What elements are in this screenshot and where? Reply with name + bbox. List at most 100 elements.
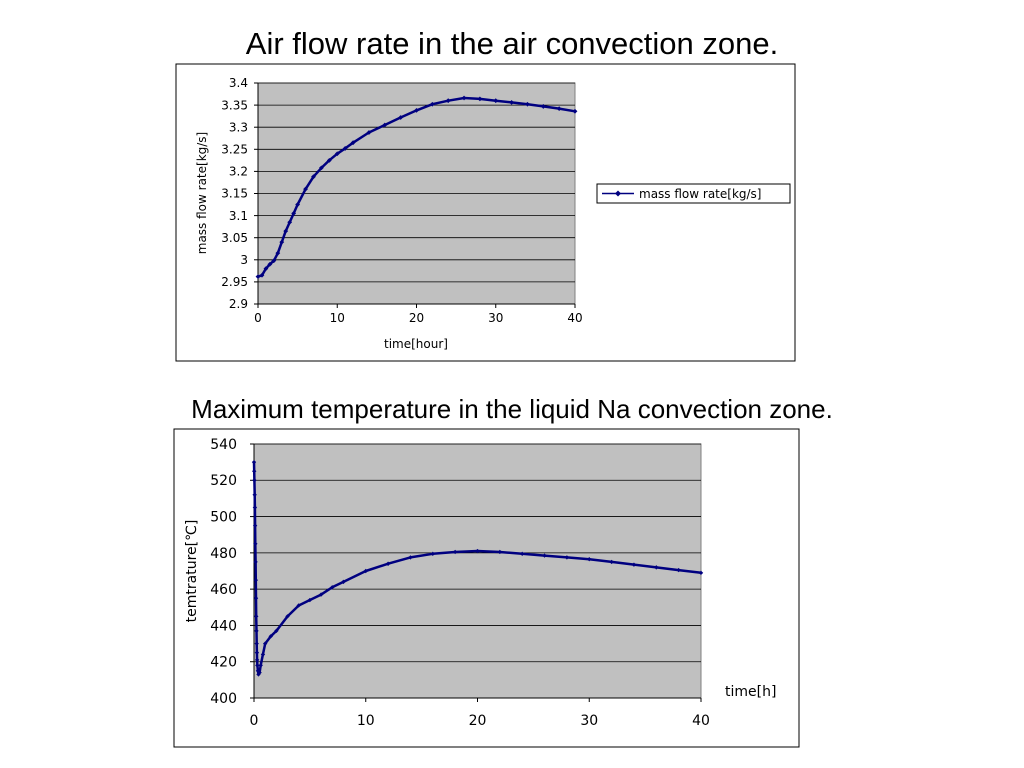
c2-data-point bbox=[254, 650, 260, 655]
c2-x-axis-label: time[h] bbox=[725, 684, 776, 700]
c1-data-point bbox=[326, 157, 332, 163]
c2-data-point bbox=[254, 641, 259, 646]
c1-data-point bbox=[398, 115, 404, 120]
c1-y-tick-label: 3.35 bbox=[221, 98, 248, 112]
c2-data-point bbox=[253, 596, 259, 601]
c2-data-point bbox=[268, 634, 273, 639]
chart-title-max-temperature: Maximum temperature in the liquid Na con… bbox=[191, 394, 833, 424]
c2-y-tick-label: 460 bbox=[210, 582, 237, 598]
c2-data-point bbox=[252, 469, 257, 474]
c2-data-point bbox=[408, 555, 413, 560]
c2-y-tick-label: 420 bbox=[210, 655, 237, 671]
c2-data-point bbox=[341, 579, 346, 585]
c2-data-point bbox=[255, 663, 260, 668]
c2-data-point bbox=[698, 570, 704, 576]
c1-data-point bbox=[461, 95, 467, 101]
c2-y-tick-label: 500 bbox=[210, 509, 237, 525]
c2-y-axis-label: temtrature[℃] bbox=[184, 520, 200, 623]
c2-data-point bbox=[254, 628, 259, 634]
chart-title-air-flow: Air flow rate in the air convection zone… bbox=[245, 26, 779, 61]
c1-x-tick-label: 0 bbox=[254, 311, 262, 325]
c1-data-point bbox=[445, 98, 451, 104]
c1-data-point bbox=[311, 174, 316, 180]
c1-y-tick-label: 3.2 bbox=[229, 165, 248, 179]
c1-data-point bbox=[291, 210, 297, 216]
c2-data-point bbox=[258, 663, 263, 668]
c2-data-point bbox=[452, 549, 458, 555]
c2-x-tick-label: 10 bbox=[357, 713, 375, 729]
c1-data-point bbox=[572, 108, 578, 114]
c1-legend-label: mass flow rate[kg/s] bbox=[639, 187, 762, 201]
c1-series-line bbox=[257, 96, 576, 278]
c1-y-axis-label: mass flow rate[kg/s] bbox=[195, 132, 209, 255]
c2-data-point bbox=[252, 492, 257, 497]
c2-data-point bbox=[475, 548, 480, 554]
c1-data-point bbox=[382, 122, 388, 128]
c2-y-tick-label: 520 bbox=[210, 473, 237, 489]
c1-x-tick-label: 30 bbox=[488, 311, 503, 325]
c1-data-point bbox=[271, 258, 277, 264]
c2-data-point bbox=[253, 559, 258, 565]
c2-data-point bbox=[385, 561, 391, 566]
c1-data-point bbox=[275, 250, 281, 256]
c2-data-point bbox=[676, 567, 681, 573]
c2-data-point bbox=[254, 657, 260, 663]
c1-data-point bbox=[556, 106, 562, 112]
c1-data-point bbox=[287, 219, 293, 225]
c1-data-point bbox=[350, 140, 356, 146]
c2-data-point bbox=[254, 614, 259, 619]
c2-data-point bbox=[542, 553, 547, 558]
c2-y-tick-label: 440 bbox=[210, 618, 237, 634]
c1-data-point bbox=[493, 98, 499, 104]
c2-data-point bbox=[330, 585, 335, 590]
c1-data-point bbox=[342, 146, 348, 151]
c1-data-point bbox=[525, 101, 530, 107]
c2-data-point bbox=[631, 562, 637, 567]
c2-data-point bbox=[587, 557, 592, 562]
c1-y-tick-label: 3.15 bbox=[221, 187, 248, 201]
c1-y-tick-label: 3.3 bbox=[229, 120, 248, 134]
c2-data-point bbox=[307, 597, 313, 603]
c1-data-point bbox=[263, 266, 269, 272]
c1-data-point bbox=[334, 151, 340, 157]
c1-data-point bbox=[279, 239, 285, 245]
c1-data-point bbox=[414, 108, 419, 113]
c1-data-point bbox=[477, 96, 483, 102]
c1-data-point bbox=[255, 274, 261, 279]
c2-x-tick-label: 30 bbox=[580, 713, 598, 729]
c2-data-point bbox=[257, 670, 262, 675]
c2-data-point bbox=[318, 592, 324, 597]
c1-data-point bbox=[303, 186, 308, 192]
c2-data-point bbox=[564, 555, 570, 560]
c1-y-tick-label: 2.9 bbox=[229, 297, 248, 311]
c2-data-point bbox=[497, 549, 503, 555]
c1-y-tick-label: 2.95 bbox=[221, 275, 248, 289]
c1-data-point bbox=[429, 101, 435, 107]
c2-data-point bbox=[252, 478, 257, 483]
c2-data-point bbox=[654, 565, 659, 570]
c2-x-tick-label: 40 bbox=[692, 713, 710, 729]
c1-x-tick-label: 10 bbox=[330, 311, 345, 325]
c1-y-tick-label: 3.1 bbox=[229, 209, 248, 223]
c1-legend-box bbox=[596, 183, 791, 204]
c1-x-axis-label: time[hour] bbox=[384, 337, 448, 351]
c2-data-point bbox=[430, 551, 435, 556]
c2-data-point bbox=[285, 614, 290, 619]
c1-data-point bbox=[319, 165, 324, 171]
c1-data-point bbox=[540, 104, 546, 109]
c1-x-tick-label: 20 bbox=[409, 311, 424, 325]
c2-data-point bbox=[256, 672, 261, 677]
c2-data-point bbox=[260, 652, 266, 657]
c2-x-tick-label: 0 bbox=[250, 713, 259, 729]
c2-x-tick-label: 20 bbox=[469, 713, 487, 729]
c2-data-point bbox=[520, 551, 525, 556]
c1-legend-marker bbox=[615, 190, 621, 197]
c2-data-point bbox=[253, 541, 258, 546]
c2-y-tick-label: 480 bbox=[210, 546, 237, 562]
c1-data-point bbox=[259, 272, 265, 278]
c2-y-tick-label: 400 bbox=[210, 691, 237, 707]
c1-data-point bbox=[283, 228, 289, 234]
c2-data-point bbox=[251, 459, 257, 465]
c2-data-point bbox=[363, 568, 368, 574]
